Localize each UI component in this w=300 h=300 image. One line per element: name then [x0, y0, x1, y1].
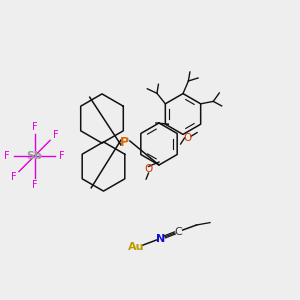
Text: F: F	[32, 122, 37, 132]
Text: F: F	[4, 151, 10, 161]
Text: F: F	[11, 172, 16, 182]
Text: F: F	[53, 130, 58, 140]
Text: Au: Au	[128, 242, 145, 253]
Text: P: P	[120, 136, 129, 149]
Text: C: C	[175, 226, 182, 237]
Text: O: O	[183, 133, 192, 143]
Text: F: F	[32, 180, 37, 190]
Text: N: N	[156, 233, 165, 244]
Text: F: F	[59, 151, 65, 161]
Text: Sb: Sb	[27, 151, 42, 161]
Text: O: O	[144, 164, 153, 175]
